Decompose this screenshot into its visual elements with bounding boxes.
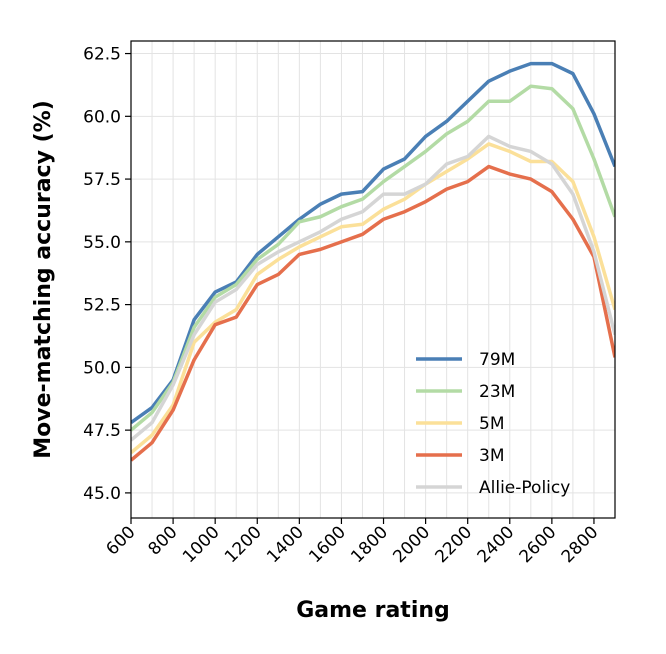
- x-tick-label: 2600: [516, 522, 561, 567]
- legend-label: Allie-Policy: [479, 478, 570, 498]
- legend-label: 5M: [479, 414, 504, 434]
- series-line-3m: [131, 164, 615, 462]
- x-axis-title: Game rating: [296, 598, 450, 623]
- y-tick-label: 60.0: [83, 107, 121, 127]
- x-tick-label: 2400: [474, 522, 519, 567]
- y-tick-label: 57.5: [83, 170, 121, 190]
- plot-frame: [130, 40, 616, 519]
- series-line-5m: [131, 142, 615, 455]
- x-tick-label: 1000: [179, 522, 224, 567]
- series-line-23m: [131, 84, 615, 432]
- x-tick-label: 2200: [431, 522, 476, 567]
- series-line-79m: [131, 61, 615, 425]
- x-tick-label: 800: [145, 522, 182, 559]
- y-tick-label: 55.0: [83, 233, 121, 253]
- y-axis-title: Move-matching accuracy (%): [31, 100, 56, 458]
- y-tick-label: 52.5: [83, 296, 121, 316]
- x-tick-label: 1400: [263, 522, 308, 567]
- legend-label: 79M: [479, 350, 515, 370]
- x-tick-label: 2800: [558, 522, 603, 567]
- x-tick-label: 1200: [221, 522, 266, 567]
- legend-label: 23M: [479, 382, 515, 402]
- series-lines: [131, 61, 615, 462]
- x-tick-label: 1800: [347, 522, 392, 567]
- x-axis: 600 8001000120014001600180020002200240026…: [102, 518, 602, 567]
- gridlines: [131, 41, 615, 518]
- x-tick-label: 600: [102, 522, 139, 559]
- y-axis: 45.0 47.5 50.0 52.5 55.0 57.5 60.0 62.5: [83, 45, 131, 504]
- legend: 79M 23M 5M 3M Allie-Policy: [416, 350, 570, 498]
- y-tick-label: 47.5: [83, 421, 121, 441]
- y-tick-label: 45.0: [83, 484, 121, 504]
- series-line-allie-policy: [131, 134, 615, 442]
- y-tick-label: 62.5: [83, 45, 121, 65]
- x-tick-label: 2000: [389, 522, 434, 567]
- legend-label: 3M: [479, 446, 504, 466]
- y-tick-label: 50.0: [83, 358, 121, 378]
- x-tick-label: 1600: [305, 522, 350, 567]
